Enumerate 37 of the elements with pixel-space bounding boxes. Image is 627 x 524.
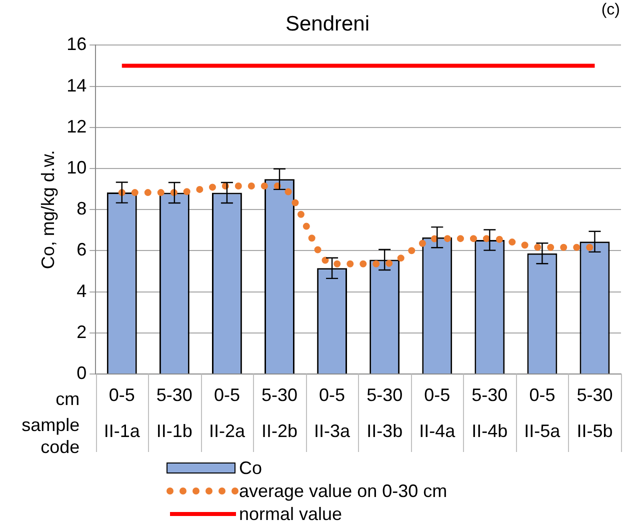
x-tick-label: II-5a [524,420,562,441]
y-tick-label: 4 [76,280,87,301]
text: 0-5 [214,384,240,405]
y-tick-label: 16 [66,34,87,54]
text: 5-30 [366,384,403,405]
text: 0-5 [424,384,450,405]
y-tick-label: 2 [76,322,87,342]
text: 0-5 [319,384,346,405]
x-tick-label: II-2a [208,420,246,441]
x-tick-label: II-4b [472,420,508,441]
legend-label: Co [239,458,262,478]
text: 5-30 [261,384,298,405]
x-tick-label: II-4a [419,420,456,441]
chart-title: Sendreni [285,12,370,36]
y-tick-label: 8 [76,198,87,219]
legend-label: average value on 0-30 cm [239,480,448,501]
y-tick-label: 14 [66,75,87,96]
text: 0-5 [108,384,135,405]
y-tick-label: 12 [66,116,87,136]
x-tick-label: II-3b [366,420,403,441]
y-tick-label: 6 [76,240,87,260]
x-tick-label: II-1b [156,420,192,441]
y-tick-label: 0 [76,362,87,383]
y-axis-title: Co, mg/kg d.w. [38,150,58,270]
x-tick-label: II-2b [261,420,298,441]
text: (c) [601,1,620,18]
x-tick-label: II-5b [576,420,613,441]
text: cm [56,388,80,409]
x-tick-label: II-3a [314,420,352,441]
text: 5-30 [156,384,192,405]
y-tick-label: 10 [66,157,87,178]
x-axis-title: sample code [22,414,80,457]
text: 5-30 [576,384,613,405]
text: 5-30 [472,384,508,405]
legend-label: normal value [239,504,342,524]
text: 0-5 [529,384,556,405]
x-tick-label: II-1a [104,420,141,441]
